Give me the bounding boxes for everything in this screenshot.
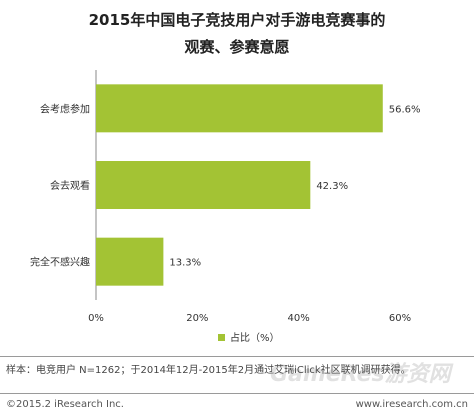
value-label-0: 56.6%: [389, 104, 421, 115]
x-tick-label-3: 60%: [389, 313, 411, 324]
x-tick-label-1: 20%: [186, 313, 208, 324]
value-label-2: 13.3%: [169, 258, 201, 269]
bar-chart: 会考虑参加 56.6% 会去观看 42.3% 完全不感兴趣 13.3% 0% 20% 40% 60…: [30, 70, 421, 344]
category-label-0: 会考虑参加: [40, 102, 90, 115]
legend-label: 占比（%）: [230, 331, 280, 344]
chart-subtitle: 观赛、参赛意愿: [184, 38, 290, 56]
bar-1: [96, 161, 311, 209]
x-tick-label-0: 0%: [88, 313, 104, 324]
copyright: ©2015.2 iResearch Inc.: [6, 399, 124, 410]
legend-swatch: [218, 334, 225, 341]
footer-divider-top: [0, 356, 474, 357]
site-url: www.iresearch.com.cn: [355, 399, 468, 410]
chart-title: 2015年中国电子竞技用户对手游电竞赛事的: [88, 11, 386, 29]
category-label-1: 会去观看: [50, 179, 90, 192]
category-label-2: 完全不感兴趣: [30, 256, 90, 269]
value-label-1: 42.3%: [316, 181, 348, 192]
sample-note: 样本：电竞用户 N=1262；于2014年12月-2015年2月通过艾瑞iCli…: [6, 365, 411, 376]
x-tick-label-2: 40%: [288, 313, 310, 324]
footer-divider-bottom: [0, 393, 474, 394]
bar-0: [96, 84, 383, 133]
watermark: GameRes游资网: [270, 362, 451, 387]
bar-2: [96, 237, 164, 286]
